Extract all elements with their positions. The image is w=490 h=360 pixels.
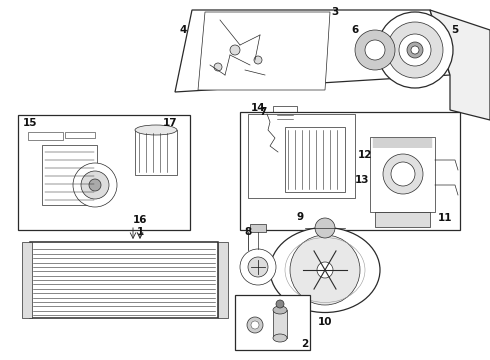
Bar [18,115,190,230]
Circle shape [411,46,419,54]
Ellipse shape [270,228,380,312]
Circle shape [377,12,453,88]
Text: 6: 6 [351,25,359,35]
Text: 1: 1 [136,227,144,237]
Ellipse shape [273,306,287,314]
Text: 10: 10 [318,317,332,327]
Bar [22,242,32,318]
Bar [42,145,97,205]
Bar [28,132,63,140]
Text: 5: 5 [451,25,459,35]
Circle shape [214,63,222,71]
Circle shape [73,163,117,207]
FancyBboxPatch shape [273,106,297,126]
Bar [273,310,287,338]
Bar [375,212,430,227]
Text: 16: 16 [133,215,147,225]
Circle shape [290,235,360,305]
Text: 17: 17 [163,118,177,128]
Circle shape [248,257,268,277]
Circle shape [89,179,101,191]
Bar [240,112,460,230]
Circle shape [81,171,109,199]
Polygon shape [30,242,218,318]
Text: 3: 3 [331,7,339,17]
Circle shape [365,40,385,60]
Circle shape [399,34,431,66]
Text: 12: 12 [358,150,372,160]
Text: 14: 14 [251,103,265,113]
Circle shape [355,30,395,70]
Ellipse shape [135,125,177,135]
Circle shape [230,45,240,55]
Bar [370,137,435,212]
Text: 13: 13 [355,175,369,185]
Text: 8: 8 [245,227,252,237]
Bar [285,127,345,192]
Circle shape [315,218,335,238]
Text: 7: 7 [259,107,267,117]
Polygon shape [248,114,355,198]
Text: 2: 2 [301,339,309,349]
Circle shape [383,154,423,194]
Bar [135,130,177,175]
Text: 15: 15 [23,118,37,128]
Text: 4: 4 [179,25,187,35]
Text: 9: 9 [296,212,304,222]
Circle shape [407,42,423,58]
Circle shape [387,22,443,78]
Text: 11: 11 [438,213,452,223]
Polygon shape [175,10,450,92]
Bar [65,132,95,138]
Bar [235,295,310,350]
Circle shape [317,262,333,278]
Bar [218,242,228,318]
Circle shape [391,162,415,186]
Polygon shape [198,12,330,90]
Circle shape [254,56,262,64]
Circle shape [240,249,276,285]
Circle shape [247,317,263,333]
Polygon shape [430,10,490,120]
Ellipse shape [273,334,287,342]
Circle shape [251,321,259,329]
Bar [250,224,266,232]
Circle shape [276,300,284,308]
